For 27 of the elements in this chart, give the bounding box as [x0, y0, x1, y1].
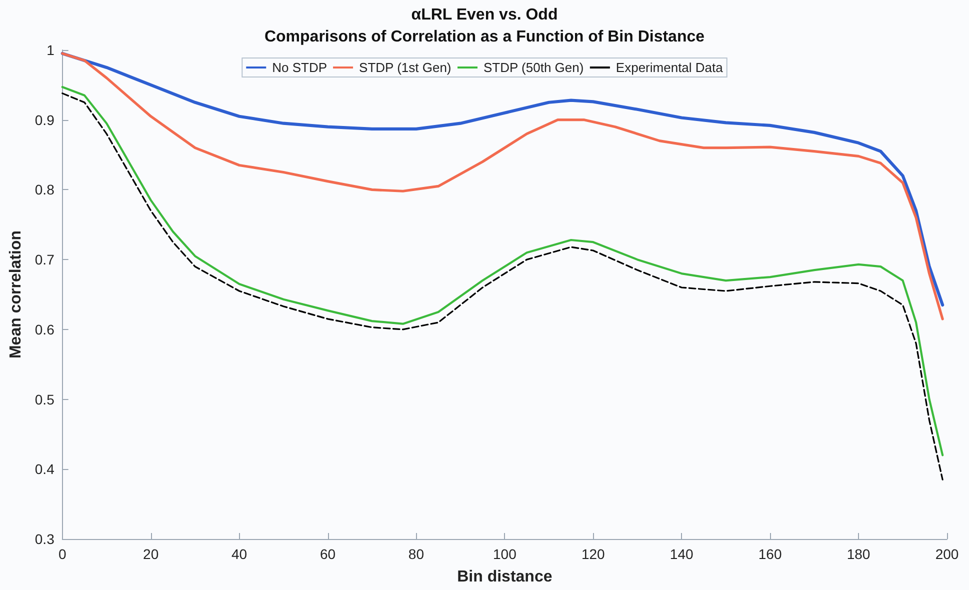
y-tick-label: 0.6: [34, 321, 55, 338]
y-tick-label: 1: [46, 42, 55, 58]
y-tick-label: 0.3: [34, 531, 55, 547]
legend-label: No STDP: [272, 60, 328, 75]
x-axis-title: Bin distance: [457, 568, 552, 586]
legend-label: STDP (50th Gen): [484, 60, 584, 75]
legend-label: Experimental Data: [616, 60, 724, 75]
y-tick-label: 0.9: [34, 112, 55, 128]
x-tick-label: 180: [846, 546, 870, 562]
y-axis-title: Mean correlation: [8, 230, 24, 359]
x-tick-label: 40: [232, 546, 248, 562]
x-tick-label: 120: [581, 546, 606, 562]
x-tick-label: 80: [408, 546, 424, 562]
y-tick-label: 0.4: [34, 461, 55, 478]
y-tick-label: 0.5: [34, 391, 55, 408]
x-tick-label: 160: [758, 546, 782, 562]
x-tick-label: 100: [493, 546, 517, 562]
x-tick-label: 60: [320, 546, 336, 562]
chart-title: αLRL Even vs. Odd: [411, 6, 558, 24]
x-tick-label: 20: [143, 546, 159, 562]
x-tick-label: 140: [670, 546, 694, 562]
x-tick-label: 200: [935, 546, 959, 562]
y-tick-label: 0.7: [34, 252, 55, 268]
y-tick-label: 0.8: [34, 182, 55, 198]
legend-label: STDP (1st Gen): [359, 60, 452, 75]
chart-subtitle: Comparisons of Correlation as a Function of Bin Distance: [264, 28, 705, 46]
x-tick-label: 0: [58, 546, 66, 562]
